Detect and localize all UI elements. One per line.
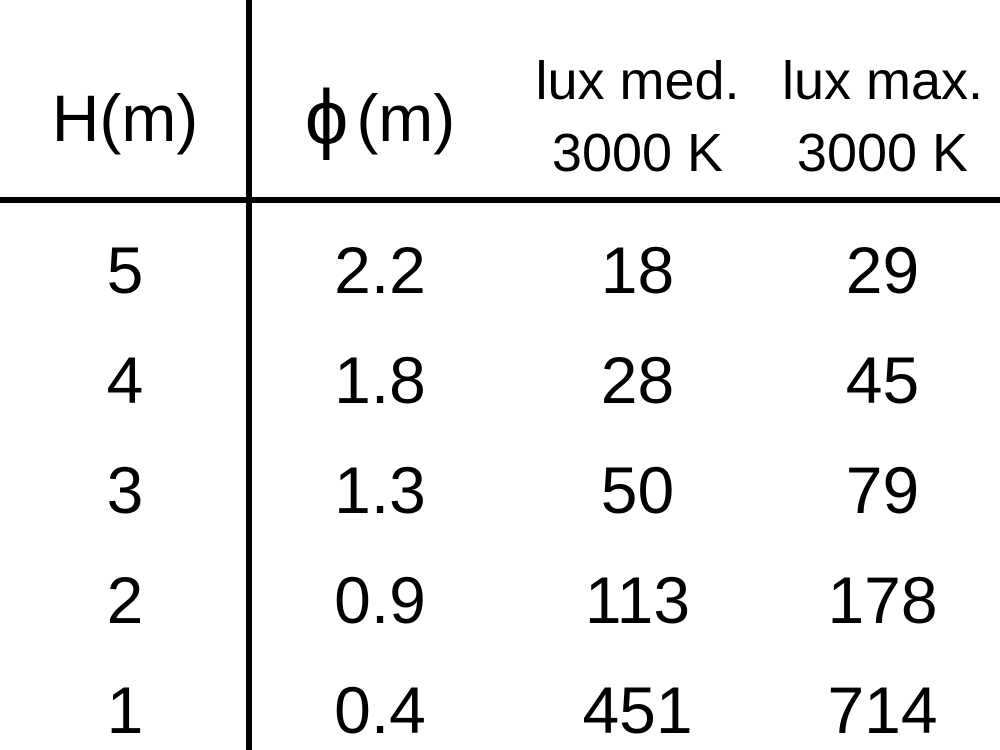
cell-height: 3 <box>106 453 144 527</box>
table-header-row: H(m) ϕ (m) lux med. 3000 K lux max. 3000… <box>0 0 1000 197</box>
cell-diameter: 0.4 <box>334 673 426 747</box>
lux-max-label: lux max. <box>781 50 984 111</box>
header-divider <box>0 197 1000 203</box>
cell-lux-med: 451 <box>582 673 693 747</box>
column-header-height: H(m) <box>0 0 250 197</box>
cell-lux-max: 29 <box>845 233 920 307</box>
cell-lux-max: 714 <box>827 673 938 747</box>
lux-med-temp-label: 3000 K <box>551 122 724 183</box>
cell-height: 1 <box>106 673 144 747</box>
cell-height: 5 <box>106 233 144 307</box>
cell-lux-med: 18 <box>600 233 675 307</box>
cell-lux-med: 50 <box>600 453 675 527</box>
cell-height: 2 <box>106 563 144 637</box>
column-header-lux-max: lux max. 3000 K <box>765 0 1000 197</box>
cell-lux-max: 178 <box>827 563 938 637</box>
lux-max-temp-label: 3000 K <box>796 122 969 183</box>
cell-diameter: 0.9 <box>334 563 426 637</box>
cell-height: 4 <box>106 343 144 417</box>
column-header-lux-med: lux med. 3000 K <box>510 0 765 197</box>
cell-diameter: 2.2 <box>334 233 426 307</box>
column-header-diameter: ϕ (m) <box>304 73 456 161</box>
cell-lux-max: 45 <box>845 343 920 417</box>
vertical-divider <box>246 0 252 750</box>
cell-diameter: 1.3 <box>334 453 426 527</box>
cell-lux-med: 113 <box>584 563 691 637</box>
table-body: 5 2.2 18 29 4 1.8 28 45 3 1.3 50 79 2 0.… <box>0 203 1000 750</box>
cell-diameter: 1.8 <box>334 343 426 417</box>
diameter-unit-label: (m) <box>356 80 456 155</box>
height-header-label: H(m) <box>51 80 199 155</box>
lux-med-label: lux med. <box>535 50 740 111</box>
cell-lux-med: 28 <box>600 343 675 417</box>
cell-lux-max: 79 <box>845 453 920 527</box>
